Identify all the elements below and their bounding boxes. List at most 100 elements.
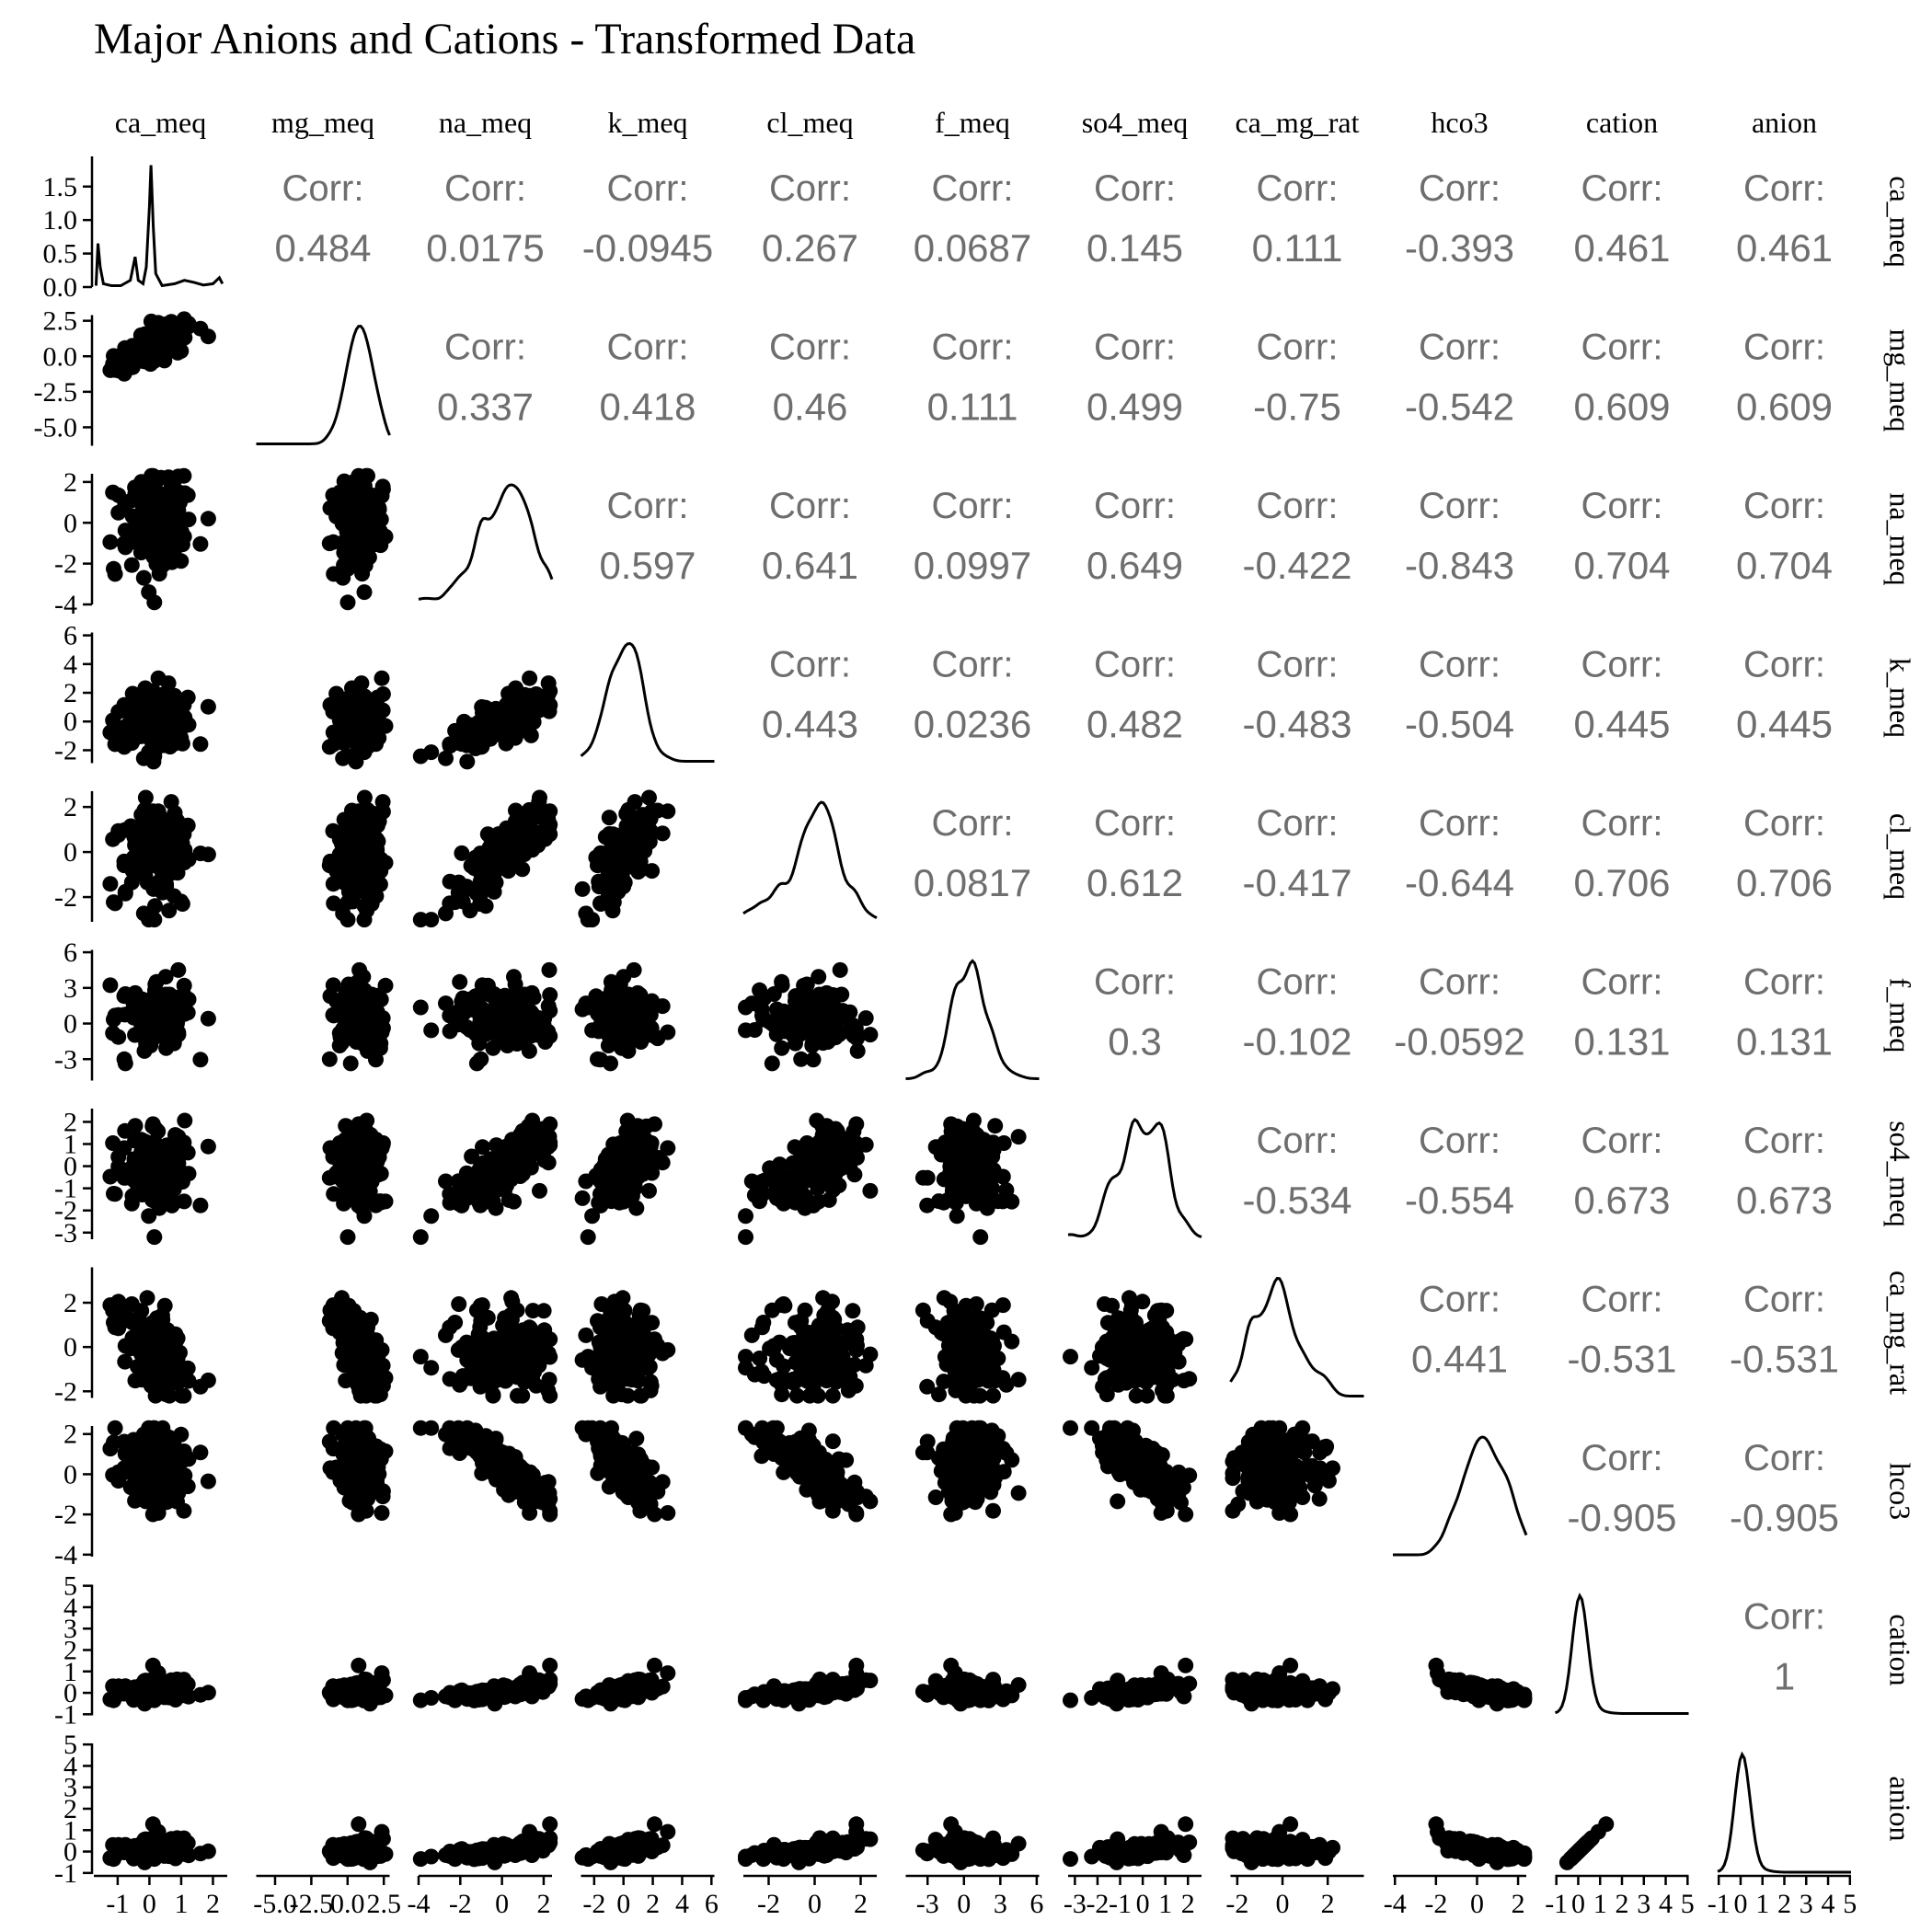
scatter-panel bbox=[321, 789, 394, 928]
scatter-point bbox=[106, 1011, 121, 1028]
scatter-point bbox=[353, 675, 370, 692]
scatter-point bbox=[642, 1006, 659, 1023]
corr-label: Corr: bbox=[1257, 328, 1339, 368]
scatter-point bbox=[494, 1352, 511, 1368]
scatter-point bbox=[634, 1338, 650, 1353]
scatter-point bbox=[106, 1434, 121, 1451]
scatter-point bbox=[135, 905, 152, 922]
scatter-point bbox=[832, 961, 848, 978]
scatter-point bbox=[849, 1042, 866, 1059]
scatter-point bbox=[811, 1012, 828, 1029]
scatter-point bbox=[600, 1155, 616, 1171]
scatter-point bbox=[845, 1123, 862, 1140]
scatter-point bbox=[643, 1377, 660, 1394]
scatter-point bbox=[936, 1194, 952, 1211]
scatter-point bbox=[335, 513, 351, 530]
corr-label: Corr: bbox=[1581, 1121, 1663, 1161]
scatter-point bbox=[158, 1437, 175, 1454]
row-strip-label: so4_meq bbox=[1884, 1121, 1917, 1227]
scatter-point bbox=[611, 855, 627, 871]
scatter-point bbox=[479, 826, 496, 843]
density-curve bbox=[580, 641, 715, 763]
corr-value: -0.504 bbox=[1405, 703, 1514, 746]
corr-label: Corr: bbox=[1094, 645, 1176, 685]
scatter-panel bbox=[412, 1112, 558, 1246]
scatter-point bbox=[540, 675, 557, 692]
scatter-point bbox=[1102, 1351, 1118, 1368]
scatter-point bbox=[348, 753, 364, 770]
scatter-point bbox=[523, 1373, 540, 1389]
scatter-point bbox=[626, 961, 642, 978]
scatter-point bbox=[412, 748, 429, 765]
scatter-point bbox=[353, 469, 370, 486]
scatter-point bbox=[374, 670, 390, 686]
scatter-point bbox=[959, 1150, 974, 1167]
scatter-point bbox=[839, 1152, 856, 1168]
scatter-point bbox=[423, 1208, 440, 1225]
scatter-point bbox=[325, 977, 341, 994]
scatter-point bbox=[342, 1190, 359, 1206]
scatter-panel bbox=[1063, 1290, 1198, 1404]
scatter-point bbox=[950, 1359, 967, 1374]
corr-label: Corr: bbox=[444, 328, 526, 368]
scatter-point bbox=[845, 1303, 861, 1319]
row-strip-label: anion bbox=[1884, 1776, 1917, 1841]
scatter-point bbox=[536, 811, 553, 828]
scatter-point bbox=[826, 1150, 843, 1167]
scatter-point bbox=[536, 1152, 553, 1168]
scatter-panel bbox=[738, 1290, 879, 1404]
scatter-point bbox=[321, 1051, 338, 1067]
corr-label: Corr: bbox=[1581, 328, 1663, 368]
scatter-point bbox=[862, 1182, 879, 1199]
scatter-point bbox=[743, 1327, 760, 1343]
scatter-point bbox=[169, 989, 186, 1006]
scatter-panel bbox=[574, 789, 676, 928]
scatter-point bbox=[504, 1294, 521, 1310]
scatter-point bbox=[158, 1005, 175, 1021]
scatter-point bbox=[342, 879, 359, 895]
scatter-point bbox=[156, 824, 173, 841]
scatter-point bbox=[601, 810, 617, 826]
corr-label: Corr: bbox=[1743, 168, 1825, 209]
scatter-point bbox=[137, 709, 154, 726]
scatter-point bbox=[137, 826, 154, 843]
scatter-point bbox=[507, 1150, 523, 1167]
scatter-point bbox=[106, 894, 121, 911]
row-strip-label: f_meq bbox=[1884, 978, 1917, 1053]
scatter-point bbox=[412, 1349, 429, 1365]
scatter-point bbox=[146, 594, 163, 611]
scatter-point bbox=[423, 1022, 440, 1039]
scatter-point bbox=[170, 961, 187, 978]
scatter-point bbox=[160, 469, 177, 486]
corr-label: Corr: bbox=[932, 803, 1014, 844]
corr-label: Corr: bbox=[1094, 803, 1176, 844]
scatter-point bbox=[797, 997, 813, 1014]
scatter-point bbox=[150, 1487, 167, 1503]
scatter-point bbox=[643, 803, 660, 820]
scatter-point bbox=[959, 1133, 975, 1150]
scatter-point bbox=[768, 1351, 785, 1368]
scatter-point bbox=[321, 1169, 338, 1186]
scatter-point bbox=[660, 1024, 676, 1041]
scatter-point bbox=[110, 1294, 127, 1310]
scatter-point bbox=[936, 1374, 952, 1390]
corr-value: 0.3 bbox=[1108, 1020, 1161, 1064]
scatter-point bbox=[738, 1208, 753, 1225]
scatter-point bbox=[192, 535, 209, 552]
scatter-point bbox=[176, 1443, 192, 1459]
scatter-point bbox=[452, 973, 468, 990]
corr-value: -0.102 bbox=[1242, 1020, 1351, 1064]
scatter-point bbox=[338, 1118, 354, 1134]
scatter-point bbox=[356, 584, 373, 601]
scatter-point bbox=[344, 728, 361, 744]
corr-value: 0.0236 bbox=[914, 703, 1031, 746]
corr-value: 0.706 bbox=[1573, 861, 1670, 904]
corr-label: Corr: bbox=[1581, 486, 1663, 526]
scatter-point bbox=[150, 329, 167, 346]
corr-value: 0.0997 bbox=[914, 544, 1031, 587]
scatter-point bbox=[824, 1013, 841, 1029]
scatter-point bbox=[321, 739, 338, 755]
scatter-point bbox=[459, 753, 476, 770]
corr-label: Corr: bbox=[1257, 803, 1339, 844]
scatter-point bbox=[811, 1168, 828, 1185]
